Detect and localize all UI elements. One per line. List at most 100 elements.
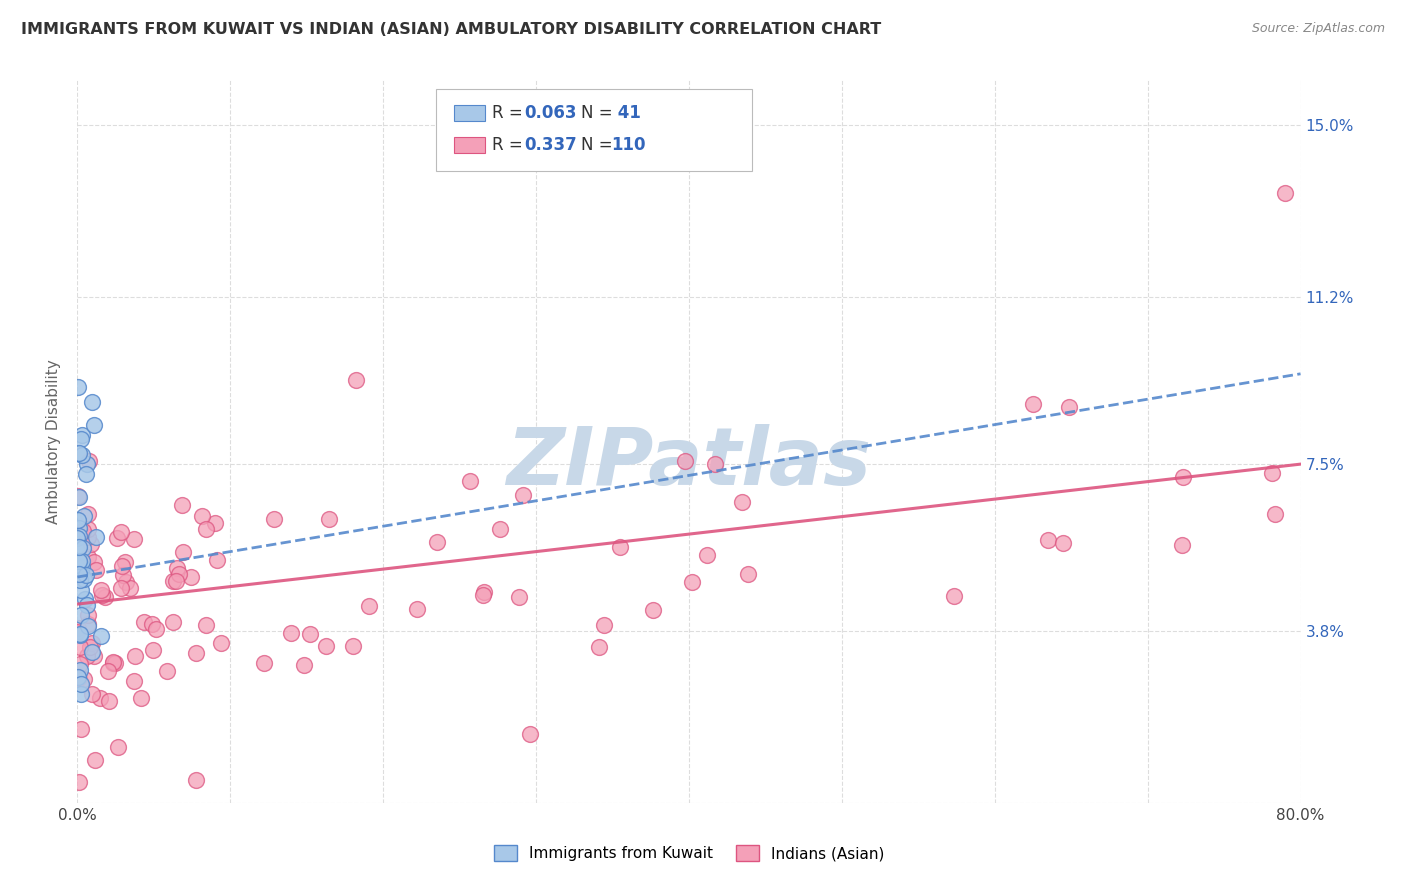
Point — [105, 531, 128, 545]
Point — [66, 570, 89, 584]
Point — [172, 545, 194, 559]
Point — [83, 417, 105, 432]
Point — [318, 511, 340, 525]
Point — [122, 673, 145, 688]
Point — [83, 648, 105, 663]
Point — [72, 672, 94, 686]
Point — [489, 522, 512, 536]
Point — [72, 524, 94, 538]
Point — [124, 532, 146, 546]
Point — [66, 489, 89, 503]
Point — [80, 537, 103, 551]
Point — [124, 649, 146, 664]
Text: N =: N = — [581, 104, 617, 122]
Point — [66, 380, 89, 394]
Point — [67, 513, 90, 527]
Point — [69, 657, 91, 672]
Point — [70, 607, 93, 622]
Point — [76, 608, 98, 623]
Point — [107, 740, 129, 755]
Point — [67, 540, 90, 554]
Point — [406, 602, 429, 616]
Point — [90, 582, 112, 597]
Point — [131, 691, 153, 706]
Text: IMMIGRANTS FROM KUWAIT VS INDIAN (ASIAN) AMBULATORY DISABILITY CORRELATION CHART: IMMIGRANTS FROM KUWAIT VS INDIAN (ASIAN)… — [21, 22, 882, 37]
Point — [75, 567, 97, 582]
Point — [195, 618, 218, 632]
Point — [263, 511, 285, 525]
Point — [76, 599, 98, 613]
Point — [731, 494, 754, 508]
Point — [472, 585, 495, 599]
Point — [1057, 400, 1080, 414]
Point — [70, 568, 93, 582]
Point — [69, 568, 91, 582]
Point — [70, 554, 93, 568]
Point — [72, 541, 94, 555]
Point — [67, 566, 90, 581]
Point — [69, 663, 91, 677]
Point — [84, 530, 107, 544]
Point — [180, 569, 202, 583]
Point — [98, 694, 121, 708]
Point — [342, 639, 364, 653]
Point — [703, 457, 725, 471]
Point — [110, 581, 132, 595]
Point — [83, 555, 105, 569]
Text: ZIPatlas: ZIPatlas — [506, 425, 872, 502]
Point — [70, 559, 93, 574]
Point — [70, 433, 93, 447]
Point — [943, 589, 966, 603]
Point — [84, 753, 107, 767]
Point — [156, 664, 179, 678]
Point — [142, 642, 165, 657]
Point — [76, 648, 98, 663]
Point — [1052, 536, 1074, 550]
Point — [69, 628, 91, 642]
Point — [357, 599, 380, 614]
Point — [77, 618, 100, 632]
Point — [67, 554, 90, 568]
Text: Source: ZipAtlas.com: Source: ZipAtlas.com — [1251, 22, 1385, 36]
Point — [1036, 533, 1059, 547]
Point — [118, 581, 141, 595]
Point — [70, 582, 93, 597]
Point — [66, 621, 89, 635]
Point — [1264, 507, 1286, 521]
Point — [1170, 538, 1192, 552]
Point — [681, 574, 703, 589]
Point — [76, 550, 98, 565]
Point — [70, 687, 93, 701]
Point — [77, 617, 100, 632]
Point — [184, 646, 207, 660]
Point — [472, 588, 495, 602]
Point — [162, 574, 184, 588]
Point — [69, 571, 91, 585]
Point — [114, 555, 136, 569]
Point — [77, 529, 100, 543]
Point — [737, 567, 759, 582]
Point — [67, 529, 90, 543]
Point — [76, 457, 98, 471]
Point — [69, 640, 91, 654]
Point — [315, 639, 337, 653]
Point — [166, 561, 188, 575]
Point — [93, 590, 115, 604]
Text: R =: R = — [492, 104, 529, 122]
Point — [77, 508, 100, 522]
Point — [162, 615, 184, 629]
Point — [90, 629, 112, 643]
Point — [169, 567, 191, 582]
Point — [1261, 466, 1284, 480]
Point — [66, 624, 89, 639]
Point — [97, 665, 120, 679]
Point — [104, 656, 127, 670]
Point — [91, 588, 114, 602]
Text: 0.337: 0.337 — [524, 136, 578, 154]
Point — [205, 552, 228, 566]
Point — [66, 669, 89, 683]
Point — [111, 568, 134, 582]
Point — [70, 722, 93, 736]
Point — [75, 592, 97, 607]
Text: 110: 110 — [612, 136, 647, 154]
